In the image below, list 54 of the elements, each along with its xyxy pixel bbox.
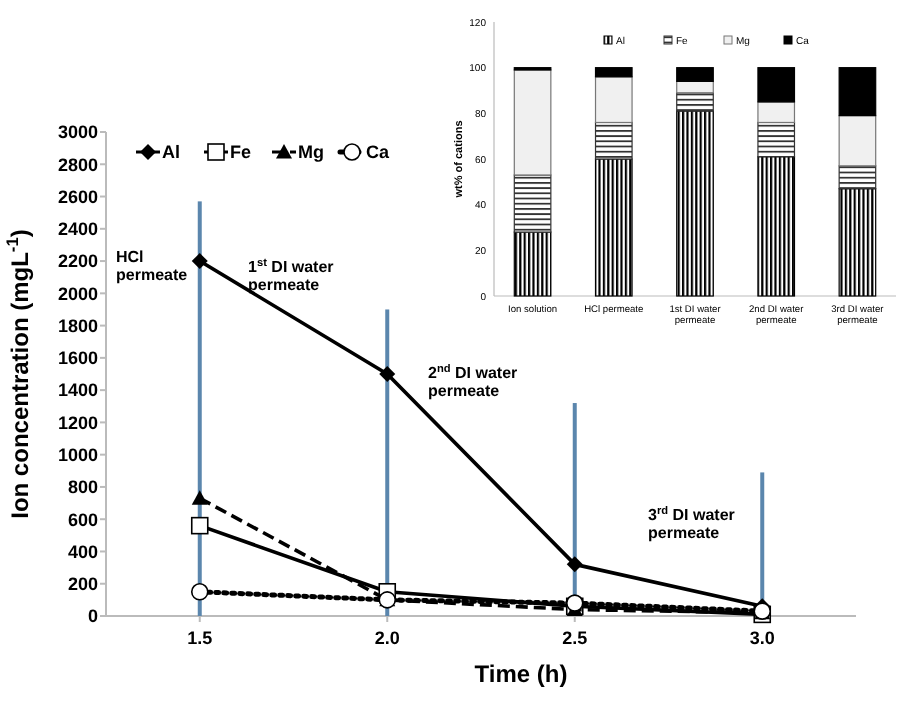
y-tick-label: 2800 — [57, 154, 98, 175]
legend-label: Al — [162, 142, 180, 163]
bar — [594, 121, 633, 160]
y-tick-label: 2400 — [57, 219, 98, 240]
annotation: 3$^{rd}$ DI water permeate — [648, 504, 735, 543]
y-tick-label: 2600 — [57, 186, 98, 207]
bar — [676, 67, 714, 82]
y-tick-label: 0 — [87, 606, 98, 627]
y-tick-label: 400 — [67, 541, 98, 562]
bar — [676, 92, 714, 112]
bar — [838, 67, 877, 117]
x-axis-title: Time (h) — [474, 660, 568, 688]
x-tick-label: 2.5 — [562, 628, 588, 648]
y-tick-label: 600 — [67, 509, 98, 530]
y-tick-label: 800 — [67, 477, 98, 498]
annotation: 1$^{st}$ DI water permeate — [248, 258, 334, 295]
bar — [513, 231, 552, 297]
y-tick-label: 1800 — [57, 315, 98, 336]
legend-label: Mg — [298, 142, 324, 163]
bar — [757, 101, 796, 124]
x-tick-label: 1.5 — [187, 628, 213, 648]
legend-label: Fe — [230, 142, 252, 163]
x-tick-label: 2.0 — [374, 628, 400, 648]
y-tick-label: 1200 — [57, 412, 98, 433]
bar — [594, 67, 633, 78]
point — [379, 366, 396, 382]
point — [191, 253, 208, 270]
point — [191, 490, 208, 505]
y-tick-label: 1000 — [57, 444, 98, 465]
y-tick-label: 200 — [67, 574, 98, 595]
point — [190, 516, 209, 535]
y-tick-label: 1600 — [57, 348, 98, 369]
bar — [757, 156, 796, 297]
annotation: HCl permeate — [116, 248, 189, 285]
bar — [757, 67, 796, 103]
point — [190, 583, 209, 601]
point — [566, 556, 583, 573]
bar — [594, 158, 633, 297]
bar — [513, 69, 552, 176]
bar — [757, 121, 796, 158]
point — [565, 594, 584, 612]
y-tick-label: 2200 — [57, 251, 98, 272]
bar — [676, 110, 714, 297]
x-tick-label: 3.0 — [749, 628, 775, 648]
y-tick-label: 3000 — [57, 122, 98, 143]
y-tick-label: 1400 — [57, 380, 98, 401]
annotation: 2$^{nd}$ DI water permeate — [428, 362, 518, 401]
legend-label: Ca — [366, 142, 391, 163]
bar — [838, 115, 877, 167]
y-tick-label: 2000 — [57, 283, 98, 304]
bar — [513, 174, 552, 233]
bar — [838, 165, 877, 190]
bar — [594, 76, 633, 124]
bar — [838, 188, 877, 297]
